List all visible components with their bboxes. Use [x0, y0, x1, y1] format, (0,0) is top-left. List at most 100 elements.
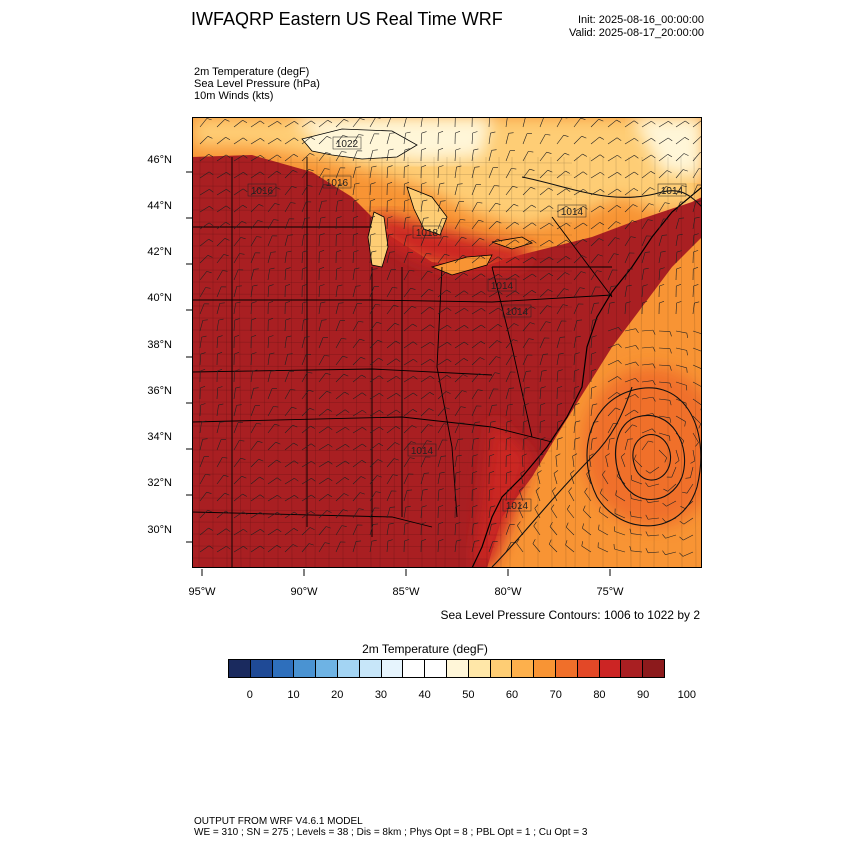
wind-barb: [301, 511, 316, 519]
wind-barb: [284, 544, 298, 553]
wind-barb: [607, 188, 622, 196]
wind-barb: [403, 199, 410, 213]
pressure-label: 1014: [657, 183, 687, 197]
wind-barb: [556, 272, 570, 281]
county-line: [192, 293, 573, 296]
wind-barb: [454, 219, 466, 230]
pressure-label: 1014: [502, 304, 532, 318]
lon-label-80: 80°W: [494, 586, 522, 598]
wind-barb: [335, 250, 342, 264]
pressure-label: 1014: [502, 498, 532, 512]
wind-barb: [318, 152, 331, 162]
wind-barb: [607, 359, 622, 366]
colorbar-tick-label: 10: [287, 689, 300, 701]
wind-barb: [199, 255, 213, 264]
wind-barb: [369, 233, 376, 247]
wind-barb: [454, 131, 461, 145]
wind-barb: [645, 514, 660, 520]
wind-barb: [250, 369, 258, 383]
contour-note: Sea Level Pressure Contours: 1006 to 102…: [440, 608, 701, 622]
wind-barb: [386, 539, 393, 553]
wind-barb: [522, 273, 537, 281]
wind-barb: [301, 527, 315, 536]
county-line: [628, 156, 632, 568]
wind-barb: [535, 487, 541, 502]
wind-barb: [590, 286, 601, 298]
wind-barb: [437, 488, 444, 502]
wind-barb: [675, 415, 686, 427]
wind-barb: [454, 254, 468, 264]
wind-barb: [301, 318, 309, 332]
wind-barb: [556, 239, 571, 247]
wind-barb: [675, 330, 689, 339]
wind-barb: [250, 335, 257, 349]
wind-barb: [318, 494, 333, 502]
pressure-label: 1014: [407, 443, 437, 457]
wind-barb: [250, 284, 258, 298]
wind-barb: [369, 443, 384, 451]
land-hot-region: [192, 155, 702, 568]
wind-barb: [556, 170, 571, 179]
wind-barb: [420, 199, 428, 213]
wind-barb: [250, 387, 259, 400]
wind-barb: [488, 420, 496, 434]
wind-barb: [369, 286, 379, 298]
colorbar-swatch: [250, 660, 273, 677]
wind-barb: [233, 119, 248, 128]
wind-barb: [505, 420, 512, 434]
wind-barb: [199, 456, 209, 468]
wind-barb: [318, 184, 329, 196]
lat-label-32: 32°N: [147, 477, 172, 489]
colorbar-swatch: [229, 660, 251, 677]
wind-barb: [386, 458, 399, 468]
wind-barb: [521, 453, 527, 468]
wind-barb: [552, 487, 558, 502]
pressure-labels: 1022 1016 1016 1018 1014 1014 1014 1014 1014 1014: [247, 136, 687, 512]
wind-barb: [301, 477, 316, 485]
county-line: [192, 389, 573, 392]
wind-barb: [216, 457, 228, 468]
pressure-label: 1016: [247, 183, 277, 197]
wind-barb: [573, 188, 588, 196]
ocean-high-patch: [582, 367, 702, 527]
wind-barb: [267, 423, 280, 434]
wind-barb: [454, 390, 467, 400]
wind-barb: [301, 443, 316, 451]
wind-barb: [233, 285, 242, 298]
lake-ontario: [491, 236, 533, 250]
county-line: [523, 156, 526, 568]
wind-barb: [522, 290, 537, 298]
wind-barb: [318, 426, 333, 434]
wind-barb: [250, 171, 265, 179]
county-line: [192, 329, 573, 332]
wind-barb: [692, 120, 702, 128]
wind-barb: [437, 253, 450, 264]
wind-barb: [505, 339, 518, 349]
wind-barb: [386, 117, 397, 128]
wind-barb: [614, 526, 626, 536]
wind-barb: [352, 267, 360, 281]
wind-barb: [318, 200, 327, 213]
wind-barb: [199, 438, 208, 451]
county-line: [192, 533, 502, 536]
colorbar-swatch: [490, 660, 513, 677]
county-line: [420, 156, 423, 568]
wind-barb: [267, 352, 275, 366]
wind-barb: [318, 233, 325, 247]
colorbar-swatch: [621, 660, 644, 677]
wind-barb: [267, 120, 282, 128]
wind-barb: [284, 170, 298, 179]
county-line: [192, 365, 573, 368]
wind-barb: [624, 171, 639, 179]
wind-barb: [573, 153, 588, 162]
wind-barb: [301, 543, 314, 553]
wind-barb: [454, 406, 466, 417]
wind-barb: [488, 256, 503, 264]
wind-barb: [250, 301, 257, 315]
colorbar-tick-label: 60: [505, 689, 519, 701]
wind-barb: [488, 167, 498, 179]
wind-barb: [199, 474, 211, 485]
wind-barb: [386, 392, 401, 400]
wind-barb: [522, 222, 537, 230]
wind-barb: [488, 437, 495, 451]
